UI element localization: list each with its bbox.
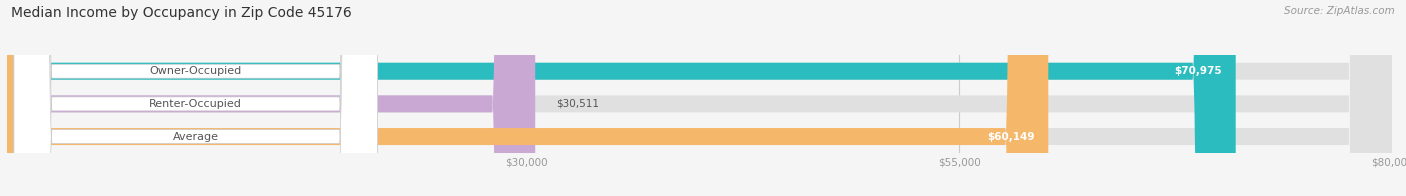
FancyBboxPatch shape bbox=[7, 0, 1392, 196]
FancyBboxPatch shape bbox=[7, 0, 1392, 196]
FancyBboxPatch shape bbox=[14, 0, 377, 196]
FancyBboxPatch shape bbox=[14, 0, 377, 196]
FancyBboxPatch shape bbox=[7, 0, 1049, 196]
Text: Owner-Occupied: Owner-Occupied bbox=[149, 66, 242, 76]
FancyBboxPatch shape bbox=[7, 0, 536, 196]
FancyBboxPatch shape bbox=[7, 0, 1236, 196]
Text: Source: ZipAtlas.com: Source: ZipAtlas.com bbox=[1284, 6, 1395, 16]
Text: $30,511: $30,511 bbox=[555, 99, 599, 109]
FancyBboxPatch shape bbox=[14, 0, 377, 196]
Text: Renter-Occupied: Renter-Occupied bbox=[149, 99, 242, 109]
Text: Average: Average bbox=[173, 132, 219, 142]
Text: $70,975: $70,975 bbox=[1174, 66, 1222, 76]
Text: Median Income by Occupancy in Zip Code 45176: Median Income by Occupancy in Zip Code 4… bbox=[11, 6, 352, 20]
Text: $60,149: $60,149 bbox=[987, 132, 1035, 142]
FancyBboxPatch shape bbox=[7, 0, 1392, 196]
